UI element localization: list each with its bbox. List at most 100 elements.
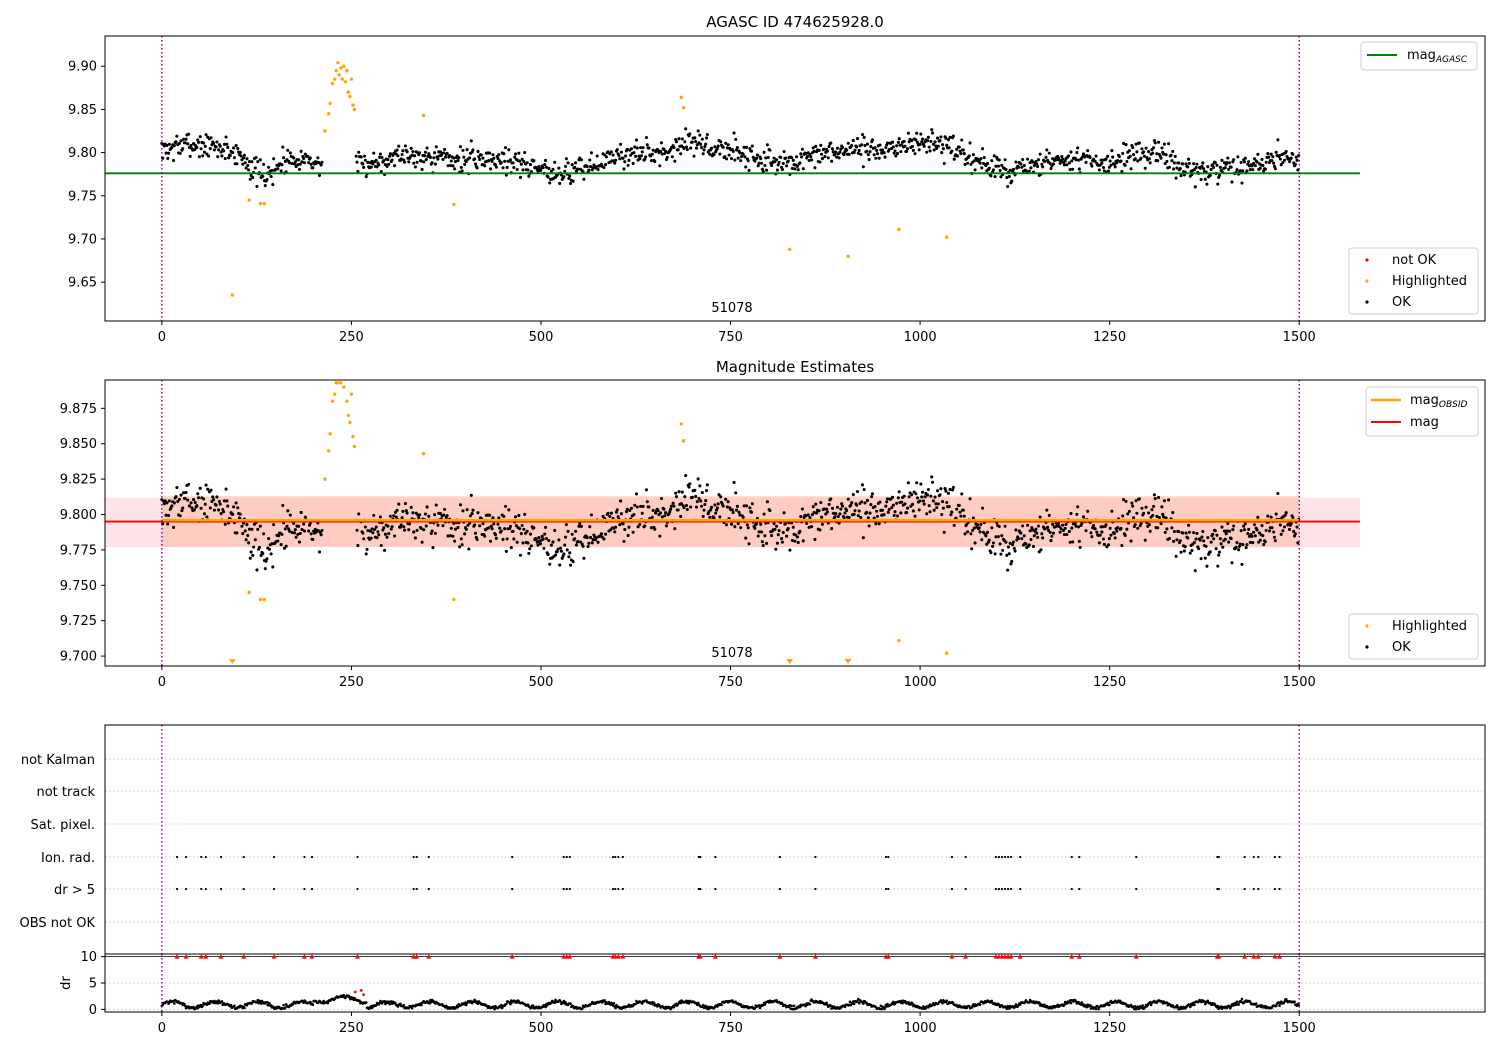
- p1-ok-point-1009: [1035, 162, 1039, 166]
- p1-ok-point-56: [207, 154, 211, 158]
- p1-ok-point-934: [972, 159, 976, 163]
- p2-ok-point-1209: [1202, 539, 1206, 543]
- p2-ok-point-981: [1011, 540, 1015, 544]
- p1-ok-point-214: [372, 151, 376, 155]
- p2-ok-point-854: [905, 506, 910, 510]
- p2-ok-point-21: [177, 497, 181, 501]
- p2-ok-point-253: [404, 509, 408, 513]
- p1-ok-point-807: [866, 153, 870, 157]
- p1-ok-point-976: [1007, 174, 1011, 179]
- p1-ok-point-372: [503, 146, 508, 150]
- p2-ok-point-800: [860, 483, 865, 487]
- p2-ok-point-363: [496, 522, 500, 526]
- p2-ok-point-159: [292, 531, 297, 535]
- p2-ok-point-725: [798, 529, 802, 533]
- p2-ok-point-856: [907, 495, 911, 499]
- p2-ok-point-983: [1013, 549, 1017, 553]
- p2-ok-point-740: [810, 513, 814, 517]
- p1-ok-point-1080: [1094, 154, 1098, 158]
- flag-point-4-34: [1006, 887, 1010, 891]
- p2-ok-point-982: [1012, 546, 1016, 550]
- p1-ok-point-511: [619, 150, 623, 154]
- p1-ok-point-315: [456, 158, 460, 163]
- p2-ok-point-1127: [1133, 523, 1137, 527]
- p1-ok-point-474: [589, 165, 593, 169]
- p1-ok-point-990: [1019, 162, 1023, 166]
- p1-ok-point-386: [515, 167, 519, 172]
- p1-ok-point-795: [856, 151, 860, 155]
- p1-ok-point-582: [679, 152, 683, 156]
- p1-ok-point-247: [399, 157, 403, 161]
- p1-ok-point-1207: [1200, 164, 1204, 168]
- p2-ok-point-103: [246, 533, 250, 538]
- dr-capped-marker-28: [949, 954, 955, 959]
- p1-ok-point-321: [461, 148, 465, 152]
- p1-ok-point-483: [596, 167, 600, 172]
- p1-ok-point-764: [830, 147, 835, 151]
- p2-ok-point-17: [174, 495, 178, 499]
- flag-point-4-44: [1257, 887, 1260, 891]
- p1-ok-point-874: [922, 144, 926, 148]
- p2-ok-point-950: [986, 530, 990, 534]
- p2-ok-point-358: [492, 522, 496, 526]
- p1-ok-point-1049: [1068, 167, 1072, 172]
- p2-ok-point-248: [400, 516, 404, 520]
- p2-ok-point-53: [204, 483, 208, 487]
- p2-ok-point-527: [633, 503, 637, 507]
- p1-ok-point-1149: [1152, 146, 1156, 150]
- p1-ok-point-608: [700, 137, 704, 141]
- p2-ok-point-533: [638, 522, 642, 527]
- p2-ok-point-378: [508, 524, 513, 528]
- p2-ok-point-101: [244, 538, 248, 542]
- p1-ok-point-1188: [1184, 162, 1188, 166]
- p2-ok-point-509: [618, 523, 622, 527]
- dr-point-199: [326, 1001, 330, 1005]
- p2-ok-point-412: [537, 535, 541, 540]
- p2-ok-point-1251: [1237, 548, 1241, 552]
- p1-ok-point-302: [445, 151, 449, 155]
- p1-ok-point-558: [659, 150, 663, 154]
- p2-ok-point-497: [608, 514, 612, 518]
- p1-ok-point-843: [896, 140, 900, 144]
- p2-ok-point-786: [849, 503, 853, 507]
- p1-ok-point-580: [677, 137, 681, 141]
- p1-ok-point-510: [619, 142, 623, 146]
- p2-ok-point-310: [452, 521, 456, 525]
- p2-ok-point-602: [695, 500, 699, 504]
- dr-point-1058: [1043, 1003, 1046, 1006]
- p2-ok-point-1022: [1046, 525, 1050, 529]
- p1-ok-point-1217: [1208, 173, 1212, 177]
- p2-ok-point-923: [963, 532, 967, 536]
- dr-point-478: [559, 1000, 562, 1003]
- dr-point-286: [399, 1002, 402, 1006]
- p1-ok-point-248: [400, 152, 404, 157]
- p2-ok-point-899: [943, 487, 947, 491]
- p1-ok-point-357: [491, 153, 495, 157]
- p2-ok-point-789: [851, 493, 855, 497]
- dr-point-267: [383, 999, 386, 1003]
- dr-point-1120: [1094, 1007, 1098, 1011]
- dr-capped-marker-42: [1242, 954, 1248, 959]
- p1-ok-point-1263: [1247, 160, 1251, 164]
- p1-ok-point-77: [224, 135, 228, 139]
- p2-ok-point-126: [265, 557, 269, 561]
- p2-ok-point-1229: [1218, 537, 1222, 541]
- p1-ok-point-529: [634, 138, 639, 142]
- p2-ok-point-784: [847, 515, 851, 519]
- p2-ok-point-170: [302, 522, 306, 526]
- p2-ok-point-77: [224, 487, 228, 491]
- p1-ok-point-863: [913, 152, 917, 156]
- p1-ok-point-1181: [1178, 167, 1182, 171]
- p2-ok-point-735: [806, 513, 810, 517]
- p1-ok-point-1243: [1230, 180, 1234, 184]
- p1-ok-point-853: [905, 149, 909, 153]
- flag-category-label-4: dr > 5: [54, 883, 95, 898]
- p2-ok-point-604: [697, 496, 701, 501]
- p2-ytick-label-5: 9.825: [60, 473, 97, 488]
- p1-ok-point-112: [253, 166, 257, 170]
- flag-point-4-3: [204, 887, 207, 891]
- dr-point-1363: [1297, 1003, 1300, 1007]
- p2-ok-point-1005: [1031, 544, 1036, 549]
- dr-point-38: [192, 1005, 195, 1009]
- p2-ok-point-818: [875, 514, 880, 518]
